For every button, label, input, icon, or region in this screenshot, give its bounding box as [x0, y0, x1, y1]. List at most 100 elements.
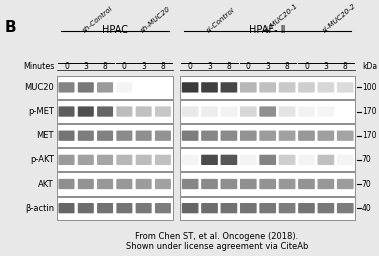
- Bar: [180, 172, 355, 196]
- Text: 3: 3: [323, 62, 328, 71]
- FancyBboxPatch shape: [279, 179, 295, 189]
- Bar: [180, 124, 355, 147]
- FancyBboxPatch shape: [318, 155, 334, 165]
- FancyBboxPatch shape: [116, 179, 132, 189]
- Text: 70: 70: [362, 179, 371, 188]
- FancyBboxPatch shape: [155, 106, 171, 117]
- FancyBboxPatch shape: [259, 179, 276, 189]
- FancyBboxPatch shape: [221, 131, 237, 141]
- FancyBboxPatch shape: [221, 155, 237, 165]
- FancyBboxPatch shape: [155, 179, 171, 189]
- FancyBboxPatch shape: [78, 203, 94, 213]
- FancyBboxPatch shape: [240, 82, 257, 93]
- Bar: [57, 124, 172, 147]
- Text: 3: 3: [265, 62, 270, 71]
- Text: 40: 40: [362, 204, 371, 213]
- Text: si-MUC20-2: si-MUC20-2: [322, 3, 358, 34]
- Text: HPAC: HPAC: [102, 25, 128, 35]
- Text: 0: 0: [64, 62, 69, 71]
- Text: 8: 8: [227, 62, 231, 71]
- FancyBboxPatch shape: [259, 82, 276, 93]
- FancyBboxPatch shape: [97, 82, 113, 93]
- FancyBboxPatch shape: [182, 106, 199, 117]
- FancyBboxPatch shape: [182, 203, 199, 213]
- FancyBboxPatch shape: [279, 106, 295, 117]
- FancyBboxPatch shape: [337, 82, 354, 93]
- FancyBboxPatch shape: [97, 203, 113, 213]
- FancyBboxPatch shape: [221, 179, 237, 189]
- FancyBboxPatch shape: [298, 131, 315, 141]
- FancyBboxPatch shape: [97, 106, 113, 117]
- Text: β-actin: β-actin: [25, 204, 54, 213]
- FancyBboxPatch shape: [240, 131, 257, 141]
- Bar: [57, 100, 172, 123]
- Text: 8: 8: [103, 62, 108, 71]
- FancyBboxPatch shape: [201, 155, 218, 165]
- FancyBboxPatch shape: [318, 106, 334, 117]
- FancyBboxPatch shape: [58, 155, 75, 165]
- FancyBboxPatch shape: [78, 82, 94, 93]
- FancyBboxPatch shape: [221, 203, 237, 213]
- FancyBboxPatch shape: [136, 155, 152, 165]
- Text: 8: 8: [161, 62, 165, 71]
- FancyBboxPatch shape: [97, 179, 113, 189]
- FancyBboxPatch shape: [136, 203, 152, 213]
- FancyBboxPatch shape: [337, 131, 354, 141]
- FancyBboxPatch shape: [201, 131, 218, 141]
- Text: 170: 170: [362, 131, 376, 140]
- FancyBboxPatch shape: [279, 203, 295, 213]
- Text: 170: 170: [362, 107, 376, 116]
- Bar: [57, 197, 172, 220]
- FancyBboxPatch shape: [136, 106, 152, 117]
- FancyBboxPatch shape: [58, 131, 75, 141]
- FancyBboxPatch shape: [298, 82, 315, 93]
- FancyBboxPatch shape: [318, 131, 334, 141]
- FancyBboxPatch shape: [279, 131, 295, 141]
- FancyBboxPatch shape: [318, 179, 334, 189]
- FancyBboxPatch shape: [97, 131, 113, 141]
- FancyBboxPatch shape: [298, 203, 315, 213]
- Bar: [57, 76, 172, 99]
- Text: Shown under license agreement via CiteAb: Shown under license agreement via CiteAb: [125, 242, 308, 251]
- Text: MET: MET: [36, 131, 54, 140]
- FancyBboxPatch shape: [78, 179, 94, 189]
- FancyBboxPatch shape: [97, 155, 113, 165]
- FancyBboxPatch shape: [58, 179, 75, 189]
- Text: 0: 0: [122, 62, 127, 71]
- FancyBboxPatch shape: [201, 106, 218, 117]
- Text: B: B: [5, 20, 17, 35]
- Text: 0: 0: [246, 62, 251, 71]
- Bar: [180, 148, 355, 172]
- FancyBboxPatch shape: [155, 155, 171, 165]
- FancyBboxPatch shape: [298, 155, 315, 165]
- FancyBboxPatch shape: [259, 155, 276, 165]
- FancyBboxPatch shape: [116, 203, 132, 213]
- Bar: [57, 172, 172, 196]
- FancyBboxPatch shape: [298, 106, 315, 117]
- Text: 0: 0: [188, 62, 193, 71]
- Bar: [180, 100, 355, 123]
- Text: 8: 8: [285, 62, 290, 71]
- FancyBboxPatch shape: [58, 82, 75, 93]
- FancyBboxPatch shape: [240, 203, 257, 213]
- Text: HPAF- Ⅱ: HPAF- Ⅱ: [249, 25, 286, 35]
- FancyBboxPatch shape: [279, 155, 295, 165]
- Bar: [180, 76, 355, 99]
- FancyBboxPatch shape: [58, 106, 75, 117]
- FancyBboxPatch shape: [298, 179, 315, 189]
- Text: 100: 100: [362, 83, 376, 92]
- FancyBboxPatch shape: [318, 203, 334, 213]
- Text: 0: 0: [304, 62, 309, 71]
- Text: p-MET: p-MET: [28, 107, 54, 116]
- Text: 3: 3: [83, 62, 88, 71]
- Text: si-Control: si-Control: [206, 7, 236, 34]
- FancyBboxPatch shape: [337, 179, 354, 189]
- FancyBboxPatch shape: [337, 155, 354, 165]
- Text: kDa: kDa: [362, 62, 377, 71]
- Text: 3: 3: [207, 62, 212, 71]
- FancyBboxPatch shape: [201, 82, 218, 93]
- Text: Minutes: Minutes: [23, 62, 55, 71]
- Text: sh-MUC20: sh-MUC20: [140, 6, 172, 34]
- FancyBboxPatch shape: [201, 203, 218, 213]
- FancyBboxPatch shape: [201, 179, 218, 189]
